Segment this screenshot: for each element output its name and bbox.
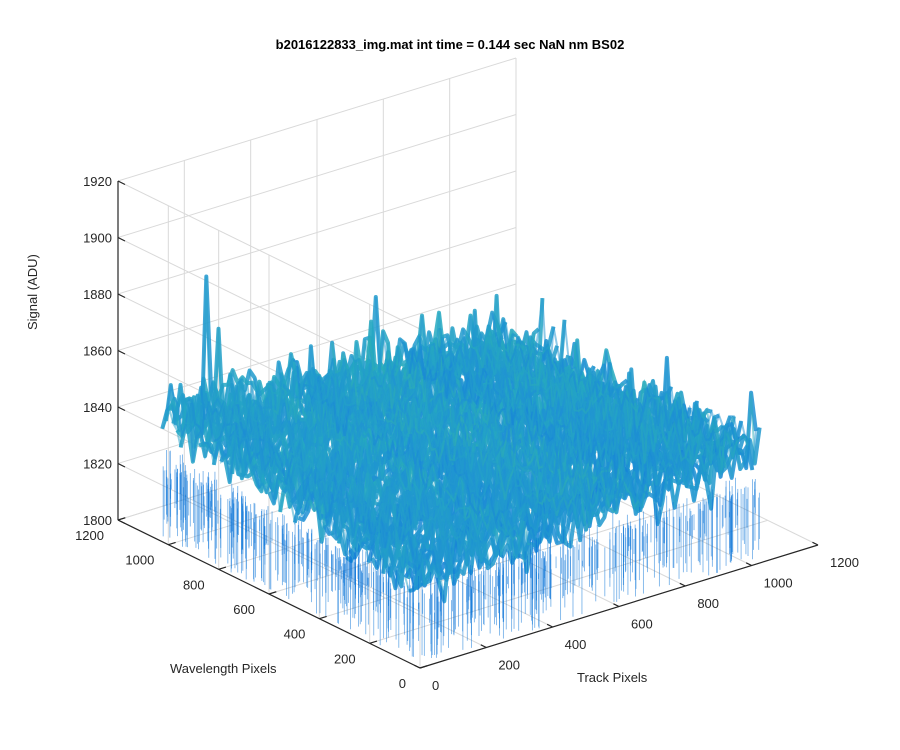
z-tick [117, 519, 126, 525]
z-tick [117, 349, 126, 355]
grid-line [117, 180, 421, 330]
y-tick [319, 615, 327, 620]
x-tick [745, 562, 752, 567]
z-tick [117, 293, 126, 299]
x-tick-label: 400 [565, 637, 587, 652]
y-tick-label: 600 [233, 602, 255, 617]
x-tick-label: 1200 [830, 555, 859, 570]
x-tick [679, 582, 686, 587]
x-tick [414, 664, 421, 669]
y-tick [218, 566, 227, 570]
surface-column [166, 384, 426, 592]
tick-labels: 0 200 400 600 800 1000 1200 0 200 400 600 800 1000 12… [75, 174, 859, 693]
surface-column [263, 383, 523, 560]
z-tick-label: 1800 [83, 513, 112, 528]
grid-line [117, 170, 517, 295]
z-tick [117, 406, 126, 412]
y-tick [117, 517, 126, 521]
z-tick-label: 1880 [83, 287, 112, 302]
y-tick [268, 591, 277, 595]
y-tick-label: 400 [284, 627, 306, 642]
x-tick [546, 623, 553, 628]
y-tick-label: 1200 [75, 528, 104, 543]
y-axis-label: Wavelength Pixels [170, 661, 277, 676]
y-tick-label: 800 [183, 577, 205, 592]
z-tick [117, 236, 126, 242]
x-tick-label: 800 [697, 596, 719, 611]
z-axis-label: Signal (ADU) [25, 254, 40, 330]
x-tick [613, 603, 620, 608]
surface-column [253, 377, 514, 563]
surface-column [500, 297, 761, 471]
surface-mesh [160, 274, 762, 659]
grid-line [117, 57, 517, 182]
y-tick-label: 1000 [125, 553, 154, 568]
x-tick [812, 541, 819, 546]
chart-title: b2016122833_img.mat int time = 0.144 sec… [275, 37, 625, 52]
z-tick-label: 1840 [83, 400, 112, 415]
axis-lines [117, 180, 819, 669]
x-tick-label: 0 [432, 678, 439, 693]
grid-line [117, 114, 517, 238]
z-tick-label: 1860 [83, 344, 112, 359]
x-tick-label: 600 [631, 617, 653, 632]
surface-column [481, 336, 742, 470]
grid-line [117, 463, 421, 612]
y-tick [369, 640, 378, 644]
x-axis-label: Track Pixels [577, 670, 648, 685]
grid-line [117, 283, 517, 408]
z-tick-label: 1900 [83, 231, 112, 246]
x-tick-label: 1000 [764, 576, 793, 591]
grid-line [117, 227, 517, 351]
surface-column [200, 387, 460, 574]
z-tick [117, 462, 126, 468]
z-tick-label: 1920 [83, 174, 112, 189]
y-tick [168, 541, 176, 546]
y-tick-label: 0 [399, 676, 406, 691]
x-tick [480, 644, 487, 649]
y-tick [419, 665, 428, 669]
y-tick-label: 200 [334, 651, 356, 666]
z-tick [117, 180, 126, 186]
z-tick-label: 1820 [83, 457, 112, 472]
x-tick-label: 200 [498, 658, 520, 673]
